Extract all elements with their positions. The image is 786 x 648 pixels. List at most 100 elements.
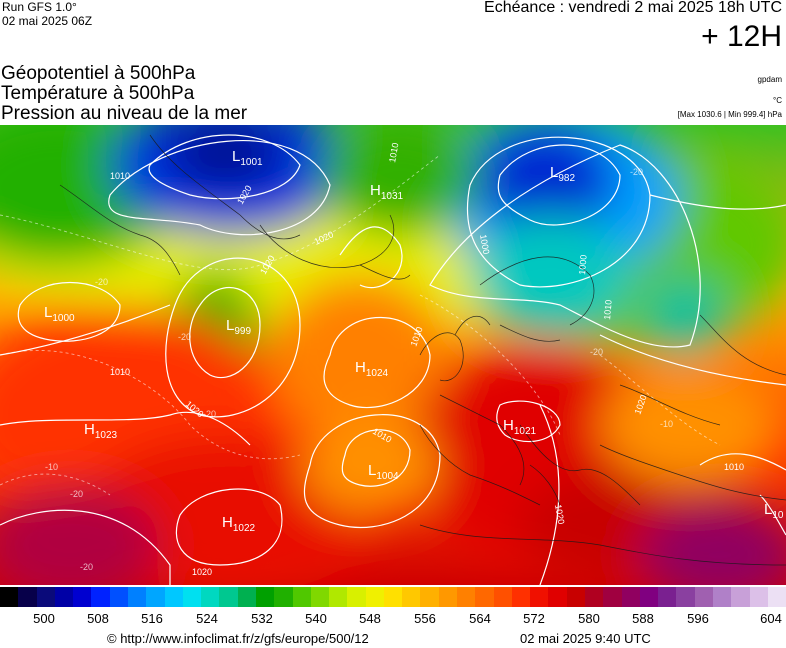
color-swatch: [237, 587, 256, 607]
color-scale-tick: 524: [196, 611, 218, 626]
isobars: [0, 134, 786, 585]
color-scale-tick: 532: [251, 611, 273, 626]
color-swatch: [164, 587, 183, 607]
forecast-time: Echéance : vendredi 2 mai 2025 18h UTC: [484, 0, 782, 16]
color-scale: [0, 587, 786, 607]
source-url: © http://www.infoclimat.fr/z/gfs/europe/…: [107, 631, 369, 646]
color-swatch: [255, 587, 275, 607]
color-swatch: [91, 587, 110, 607]
title-geopotential: Géopotentiel à 500hPa: [1, 63, 196, 84]
color-swatch: [182, 587, 202, 607]
isobar-label: 1020: [192, 567, 212, 577]
run-label: Run GFS 1.0°: [2, 0, 77, 14]
run-date: 02 mai 2025 06Z: [2, 14, 93, 28]
color-swatch: [73, 587, 92, 607]
pressure-center-h: H1031: [370, 182, 404, 202]
pressure-center-l: L1001: [232, 148, 263, 168]
unit-temperature: °C: [773, 96, 782, 105]
pressure-center-l: L982: [550, 164, 575, 184]
color-swatch: [127, 587, 147, 607]
color-scale-tick: 508: [87, 611, 109, 626]
isotherm-label: -10: [45, 462, 58, 472]
isotherm-label: -10: [660, 419, 673, 429]
color-scale-tick: 596: [687, 611, 709, 626]
color-swatch: [639, 587, 659, 607]
color-swatch: [566, 587, 585, 607]
color-scale-tick: 540: [305, 611, 327, 626]
color-swatch: [109, 587, 128, 607]
color-swatch: [347, 587, 366, 607]
pressure-center-l: L10: [764, 501, 784, 521]
color-swatch: [749, 587, 768, 607]
color-swatch: [603, 587, 622, 607]
pressure-system-labels: L1001 L982 H1031 L1000 L999 H1024 H1023 …: [44, 148, 784, 534]
isobar-label: 1010: [110, 171, 130, 181]
color-swatch: [712, 587, 732, 607]
color-swatch: [658, 587, 677, 607]
color-swatch: [548, 587, 567, 607]
title-pressure: Pression au niveau de la mer: [1, 103, 248, 124]
isotherms: [0, 154, 721, 496]
isobar-label: 1020: [553, 504, 566, 525]
color-swatch: [676, 587, 695, 607]
color-swatch: [530, 587, 549, 607]
isobar-label: 1010: [602, 299, 614, 320]
pressure-center-l: L1004: [368, 462, 399, 482]
isobar-label: 1010: [724, 462, 744, 472]
pressure-center-h: H1023: [84, 421, 118, 441]
isotherm-label: -20: [590, 347, 603, 357]
color-swatch: [18, 587, 37, 607]
geopotential-field: [0, 125, 786, 585]
color-swatch: [438, 587, 458, 607]
coastlines: [59, 134, 786, 566]
color-swatch: [146, 587, 165, 607]
color-swatch: [310, 587, 330, 607]
color-swatch: [731, 587, 750, 607]
isobar-label: 1000: [577, 254, 589, 275]
isotherm-label: -20: [630, 167, 643, 177]
generated-date: 02 mai 2025 9:40 UTC: [520, 631, 651, 646]
isotherm-value-labels: -20 -20 -20 -10 -20 -20 -10 -20 -20: [45, 167, 673, 572]
color-swatch: [621, 587, 640, 607]
color-scale-tick: 556: [414, 611, 436, 626]
color-swatch: [402, 587, 421, 607]
lead-time: + 12H: [701, 20, 782, 53]
color-scale-tick: 572: [523, 611, 545, 626]
color-swatch: [274, 587, 293, 607]
color-scale-tick: 500: [33, 611, 55, 626]
isotherm-label: -20: [203, 409, 216, 419]
color-swatch: [54, 587, 74, 607]
pressure-center-h: H1024: [355, 359, 389, 379]
isotherm-label: -20: [70, 489, 83, 499]
color-swatch: [0, 587, 19, 607]
color-swatch: [493, 587, 512, 607]
color-swatch: [475, 587, 494, 607]
color-swatch: [219, 587, 238, 607]
color-scale-tick: 604: [760, 611, 782, 626]
pressure-range: [Max 1030.6 | Min 999.4] hPa: [677, 110, 782, 119]
color-swatch: [201, 587, 220, 607]
isotherm-label: -20: [80, 562, 93, 572]
color-swatch: [329, 587, 348, 607]
weather-map-svg: L1001 L982 H1031 L1000 L999 H1024 H1023 …: [0, 125, 786, 585]
isobar-label: 1010: [387, 142, 400, 163]
color-scale-labels: 500 508 516 524 532 540 548 556 564 572 580 588 596 6…: [0, 611, 786, 627]
color-swatch: [420, 587, 439, 607]
color-scale-tick: 516: [141, 611, 163, 626]
color-swatch: [457, 587, 476, 607]
isobar-label: 1010: [110, 367, 130, 377]
color-swatch: [36, 587, 55, 607]
color-scale-tick: 580: [578, 611, 600, 626]
title-temperature: Température à 500hPa: [1, 83, 195, 104]
pressure-center-l: L999: [226, 317, 251, 337]
color-swatch: [585, 587, 604, 607]
unit-geopotential: gpdam: [757, 75, 782, 84]
pressure-center-h: H1022: [222, 514, 256, 534]
isobar-label: 1000: [478, 234, 491, 255]
pressure-center-l: L1000: [44, 304, 75, 324]
color-scale-tick: 548: [359, 611, 381, 626]
color-swatch: [511, 587, 531, 607]
color-scale-tick: 564: [469, 611, 491, 626]
color-swatch: [694, 587, 713, 607]
color-swatch: [292, 587, 311, 607]
